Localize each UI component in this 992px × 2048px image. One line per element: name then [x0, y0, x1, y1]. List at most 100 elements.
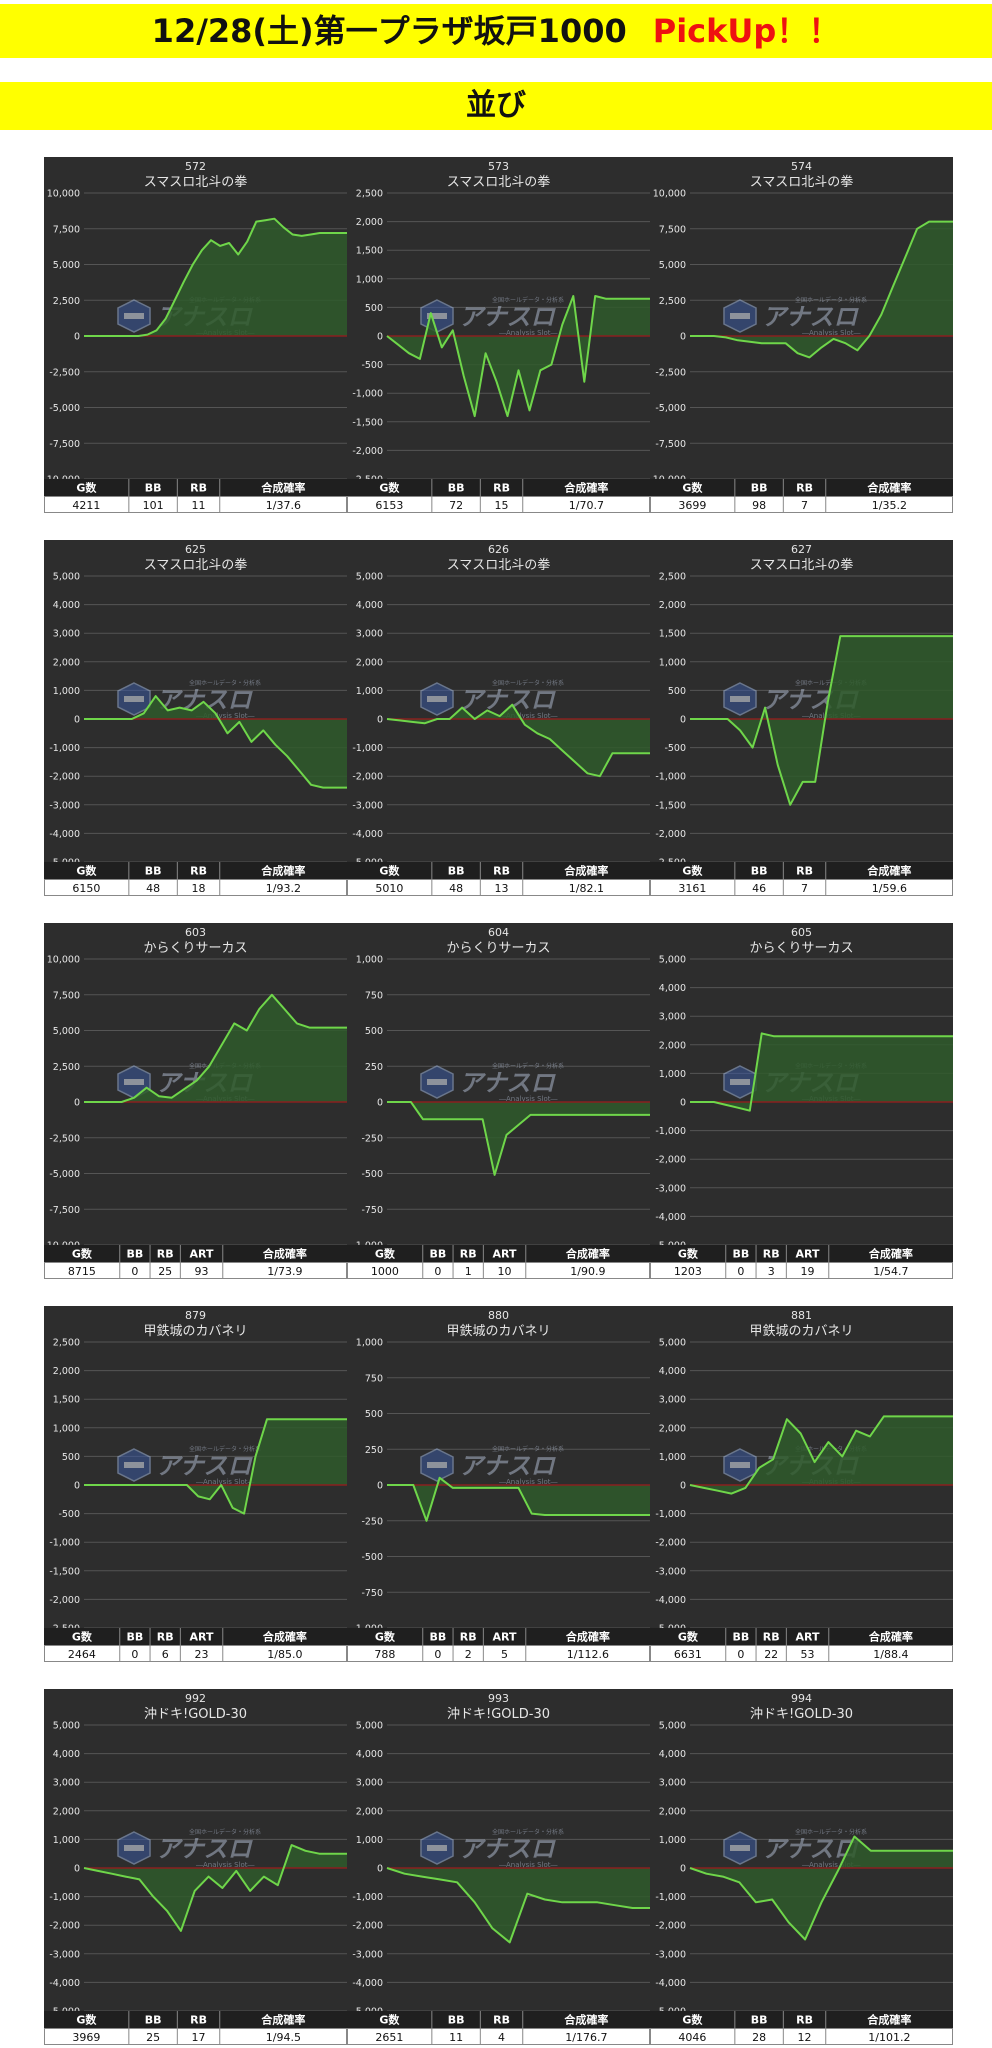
table-header-cell: 合成確率 [261, 2013, 305, 2027]
chart-svg: 994 沖ドキ!GOLD-30 5,000 4,000 3,000 2,000 1,000 0… [650, 1689, 953, 2045]
table-header-cell: ART [493, 1631, 517, 1644]
y-tick-label: 1,000 [356, 274, 383, 285]
table-header-cell: G数 [678, 1247, 699, 1261]
y-tick-label: 5,000 [53, 572, 80, 583]
watermark-tagline: ―Analysis Slot― [499, 1478, 557, 1486]
machine-number: 626 [488, 543, 509, 556]
y-tick-label: 4,000 [659, 1366, 686, 1377]
table-header-cell: RB [460, 1631, 477, 1644]
y-tick-label: 2,000 [356, 657, 383, 668]
y-tick-label: -3,000 [655, 1566, 686, 1577]
series-line [386, 1867, 650, 1944]
y-tick-label: 4,000 [659, 983, 686, 994]
table-row-bg [650, 496, 953, 513]
table-header-cell: RB [460, 1248, 477, 1261]
table-header-cell: 合成確率 [867, 2013, 911, 2027]
machine-model: スマスロ北斗の拳 [144, 174, 248, 190]
table-header-cell: 合成確率 [261, 864, 305, 878]
y-tick-label: 2,500 [659, 572, 686, 583]
machine-model: スマスロ北斗の拳 [750, 557, 854, 573]
y-tick-label: 3,000 [356, 629, 383, 640]
table-value-cell: 2464 [68, 1648, 96, 1661]
machine-number: 994 [791, 1692, 812, 1705]
shield-band [124, 313, 144, 319]
table-border [650, 879, 953, 896]
table-value-cell: 53 [801, 1648, 815, 1661]
series-line [84, 1418, 347, 1515]
chart-panel-605: 605 からくりサーカス 5,000 4,000 3,000 2,000 1,000 0 -1,… [650, 923, 953, 1279]
machine-model: スマスロ北斗の拳 [447, 174, 551, 190]
watermark-tagline: ―Analysis Slot― [196, 712, 254, 720]
table-header-bg [347, 2011, 650, 2028]
table-header-cell: ART [796, 1248, 820, 1261]
y-tick-label: 0 [74, 1481, 80, 1492]
pickup-label: PickUp！！ [652, 12, 841, 50]
y-tick-label: 0 [680, 1098, 686, 1109]
y-tick-label: 7,500 [53, 224, 80, 235]
y-tick-label: 500 [365, 303, 383, 314]
table-header-bg [650, 479, 953, 496]
watermark-brand: アナスロ [762, 303, 860, 331]
machine-number: 627 [791, 543, 812, 556]
table-value-cell: 25 [146, 2031, 160, 2044]
series-area [84, 994, 347, 1102]
table-value-cell: 7 [801, 499, 808, 512]
series-line [690, 635, 953, 806]
table-border [347, 879, 650, 896]
table-header-cell: RB [763, 1631, 780, 1644]
y-tick-label: 10,000 [47, 189, 80, 200]
watermark-tagline: ―Analysis Slot― [802, 1861, 860, 1869]
series-area [387, 704, 650, 777]
table-header-cell: BB [448, 865, 465, 878]
table-value-cell: 6 [162, 1648, 169, 1661]
table-row-bg [44, 2028, 347, 2045]
table-value-cell: 12 [798, 2031, 812, 2044]
table-value-cell: 11 [449, 2031, 463, 2044]
series-line [689, 1415, 953, 1495]
y-tick-label: -500 [361, 1169, 383, 1180]
chart-panel-992: 992 沖ドキ!GOLD-30 5,000 4,000 3,000 2,000 1,000 0… [44, 1689, 347, 2045]
section-heading: 並び [466, 88, 526, 123]
y-tick-label: -2,000 [352, 772, 383, 783]
y-tick-label: -500 [361, 1552, 383, 1563]
table-border [44, 2028, 347, 2045]
shield-band [124, 1462, 144, 1468]
y-tick-label: 5,000 [356, 572, 383, 583]
series-line [84, 217, 347, 337]
watermark-tagline: ―Analysis Slot― [499, 1095, 557, 1103]
table-value-cell: 8715 [68, 1265, 96, 1278]
y-tick-label: 1,500 [356, 246, 383, 257]
table-header-cell: G数 [379, 481, 400, 495]
shield-band [124, 1845, 144, 1851]
y-tick-label: 500 [365, 1026, 383, 1037]
y-tick-label: 1,000 [659, 1452, 686, 1463]
y-tick-label: 2,500 [53, 296, 80, 307]
machine-model: からくりサーカス [446, 941, 550, 956]
table-header-cell: G数 [682, 481, 703, 495]
y-tick-label: 500 [62, 1452, 80, 1463]
y-tick-label: 3,000 [659, 1778, 686, 1789]
page-title-banner: 12/28(土)第一プラザ坂戸1000 PickUp！！ [0, 4, 992, 58]
chart-svg: 879 甲鉄城のカバネリ 2,500 2,000 1,500 1,000 500 0 -500 -… [44, 1306, 347, 1662]
table-border [44, 879, 347, 896]
table-header-cell: BB [448, 482, 465, 495]
y-tick-label: -2,000 [49, 1921, 80, 1932]
table-header-cell: RB [493, 2014, 510, 2027]
table-row-bg [650, 2028, 953, 2045]
y-tick-label: 0 [74, 1864, 80, 1875]
y-tick-label: 1,000 [659, 657, 686, 668]
machine-number: 992 [185, 1692, 206, 1705]
machine-model: 沖ドキ!GOLD-30 [144, 1707, 247, 1722]
shield-band [427, 1845, 447, 1851]
table-border [347, 1645, 650, 1662]
y-tick-label: 5,000 [659, 260, 686, 271]
table-header-cell: G数 [76, 864, 97, 878]
y-tick-label: -4,000 [352, 1978, 383, 1989]
table-header-cell: 合成確率 [566, 1630, 610, 1644]
table-value-cell: 0 [434, 1265, 441, 1278]
y-tick-label: 250 [365, 1062, 383, 1073]
y-tick-label: 2,500 [356, 189, 383, 200]
table-value-cell: 1 [465, 1265, 472, 1278]
table-value-cell: 48 [146, 882, 160, 895]
